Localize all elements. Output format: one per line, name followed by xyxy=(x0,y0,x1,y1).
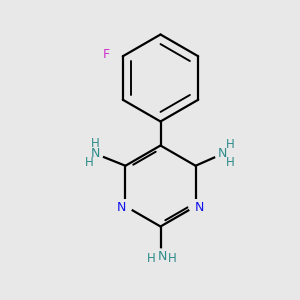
Text: H: H xyxy=(85,156,93,169)
Text: N: N xyxy=(158,250,168,263)
Text: N: N xyxy=(194,201,204,214)
Circle shape xyxy=(88,146,103,161)
Circle shape xyxy=(119,200,132,213)
Circle shape xyxy=(189,200,202,213)
Text: F: F xyxy=(103,48,110,61)
Text: H: H xyxy=(226,138,234,151)
Circle shape xyxy=(215,146,230,161)
Text: H: H xyxy=(147,251,156,265)
Text: H: H xyxy=(226,156,234,169)
Text: N: N xyxy=(117,201,127,214)
Text: N: N xyxy=(91,147,100,160)
Text: N: N xyxy=(218,147,227,160)
Circle shape xyxy=(153,249,168,264)
Text: H: H xyxy=(91,137,100,150)
Text: H: H xyxy=(167,251,176,265)
